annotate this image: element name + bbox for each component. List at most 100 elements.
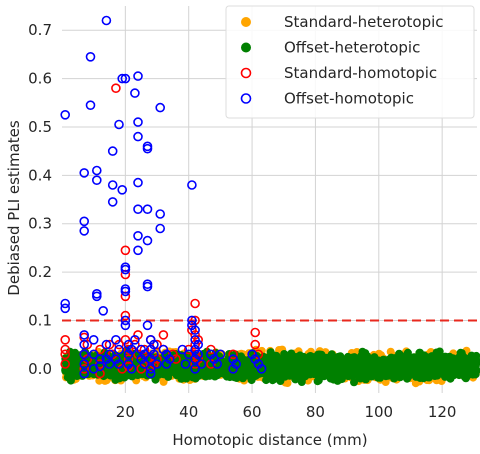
offset-heterotopic-point: [336, 352, 345, 361]
standard-homotopic-point: [190, 349, 200, 360]
offset-homotopic-point: [79, 330, 89, 340]
legend-marker: [240, 93, 252, 104]
x-tick-label: 40: [179, 403, 198, 421]
offset-homotopic-point: [155, 223, 165, 234]
offset-homotopic-point: [60, 110, 70, 120]
x-tick-label: 120: [428, 403, 457, 421]
offset-homotopic-point: [107, 146, 118, 156]
offset-heterotopic-point: [297, 361, 306, 370]
offset-homotopic-point: [190, 334, 200, 345]
standard-homotopic-point: [111, 83, 121, 93]
offset-heterotopic-point: [273, 356, 282, 365]
legend-label: Standard-heterotopic: [284, 13, 444, 31]
offset-homotopic-point: [101, 339, 112, 350]
offset-homotopic-point: [120, 286, 131, 297]
offset-homotopic-point: [212, 359, 222, 369]
offset-homotopic-point: [142, 204, 153, 214]
offset-homotopic-point: [142, 235, 153, 246]
offset-heterotopic-point: [270, 365, 279, 374]
offset-homotopic-point: [79, 359, 89, 369]
standard-homotopic-point: [171, 354, 181, 364]
standard-homotopic-point: [120, 334, 131, 345]
offset-homotopic-point: [88, 334, 99, 345]
offset-homotopic-point: [149, 339, 159, 350]
offset-heterotopic-point: [311, 355, 320, 364]
offset-homotopic-point: [111, 334, 121, 345]
standard-homotopic-point: [133, 330, 143, 340]
standard-homotopic-point: [60, 344, 70, 355]
standard-homotopic-point: [60, 334, 70, 345]
offset-heterotopic-point: [274, 371, 282, 380]
offset-homotopic-point: [183, 349, 194, 360]
offset-heterotopic-point: [451, 359, 460, 368]
offset-heterotopic-point: [472, 356, 480, 365]
standard-homotopic-point: [82, 354, 93, 364]
offset-heterotopic-point: [314, 376, 323, 385]
offset-heterotopic-point: [69, 368, 78, 377]
legend-frame: [225, 5, 475, 119]
offset-homotopic-point: [133, 117, 143, 127]
standard-homotopic-point: [79, 363, 89, 374]
offset-homotopic-point: [215, 349, 226, 360]
offset-homotopic-point: [101, 15, 112, 26]
offset-heterotopic-point: [357, 356, 366, 365]
offset-homotopic-point: [209, 354, 219, 364]
offset-homotopic-point: [133, 204, 143, 214]
offset-homotopic-point: [145, 368, 156, 379]
offset-heterotopic-point: [353, 365, 362, 374]
offset-heterotopic-point: [323, 358, 331, 367]
offset-heterotopic-point: [394, 371, 403, 380]
standard-homotopic-point: [228, 349, 238, 360]
legend-label: Standard-homotopic: [284, 64, 437, 82]
offset-homotopic-point: [145, 363, 156, 374]
offset-homotopic-point: [85, 100, 96, 110]
offset-heterotopic-point: [456, 348, 465, 357]
offset-heterotopic-point: [464, 362, 473, 371]
offset-homotopic-point: [231, 359, 241, 369]
offset-homotopic-point: [133, 245, 143, 256]
offset-heterotopic-point: [246, 362, 255, 371]
offset-heterotopic-point: [329, 369, 338, 378]
offset-heterotopic-point: [266, 348, 275, 357]
offset-homotopic-point: [120, 320, 131, 331]
legend-label: Offset-heterotopic: [284, 39, 420, 57]
x-tick-label: 20: [116, 403, 135, 421]
offset-heterotopic-point: [350, 378, 358, 387]
x-tick-label: 80: [306, 403, 325, 421]
offset-heterotopic-point: [403, 348, 412, 357]
offset-heterotopic-point: [361, 375, 370, 384]
offset-homotopic-point: [88, 363, 99, 374]
offset-heterotopic-point: [344, 372, 353, 380]
standard-heterotopic-point: [386, 347, 395, 356]
offset-homotopic-point: [126, 344, 137, 355]
offset-homotopic-point: [190, 325, 200, 335]
offset-homotopic-point: [114, 119, 124, 130]
offset-homotopic-point: [164, 354, 175, 364]
offset-homotopic-point: [95, 361, 105, 372]
standard-homotopic-point: [120, 245, 131, 256]
offset-homotopic-point: [98, 305, 108, 316]
offset-homotopic-point: [133, 131, 143, 142]
offset-homotopic-point: [190, 344, 200, 355]
offset-homotopic-point: [79, 349, 89, 360]
offset-heterotopic-point: [284, 368, 293, 377]
offset-homotopic-point: [155, 102, 165, 113]
offset-homotopic-point: [190, 354, 200, 364]
standard-homotopic-point: [120, 310, 131, 321]
standard-homotopic-point: [114, 339, 124, 350]
standard-homotopic-point: [152, 339, 162, 350]
x-tick-label: 100: [364, 403, 393, 421]
offset-heterotopic-point: [401, 365, 410, 374]
standard-homotopic-point: [206, 344, 216, 355]
standard-homotopic-point: [139, 344, 150, 355]
offset-homotopic-point: [120, 264, 131, 275]
tick-labels: 20 40 60 80 100 120 0.0 0.1 0.2 0.3 0.4 0.5 0.6 0.7: [28, 21, 456, 421]
standard-homotopic-point: [60, 359, 70, 369]
offset-homotopic-point: [114, 344, 124, 355]
offset-homotopic-point: [228, 354, 238, 364]
standard-homotopic-point: [190, 339, 200, 350]
offset-homotopic-point: [133, 177, 143, 188]
offset-homotopic-point: [139, 349, 150, 360]
offset-heterotopic-point: [317, 366, 326, 375]
